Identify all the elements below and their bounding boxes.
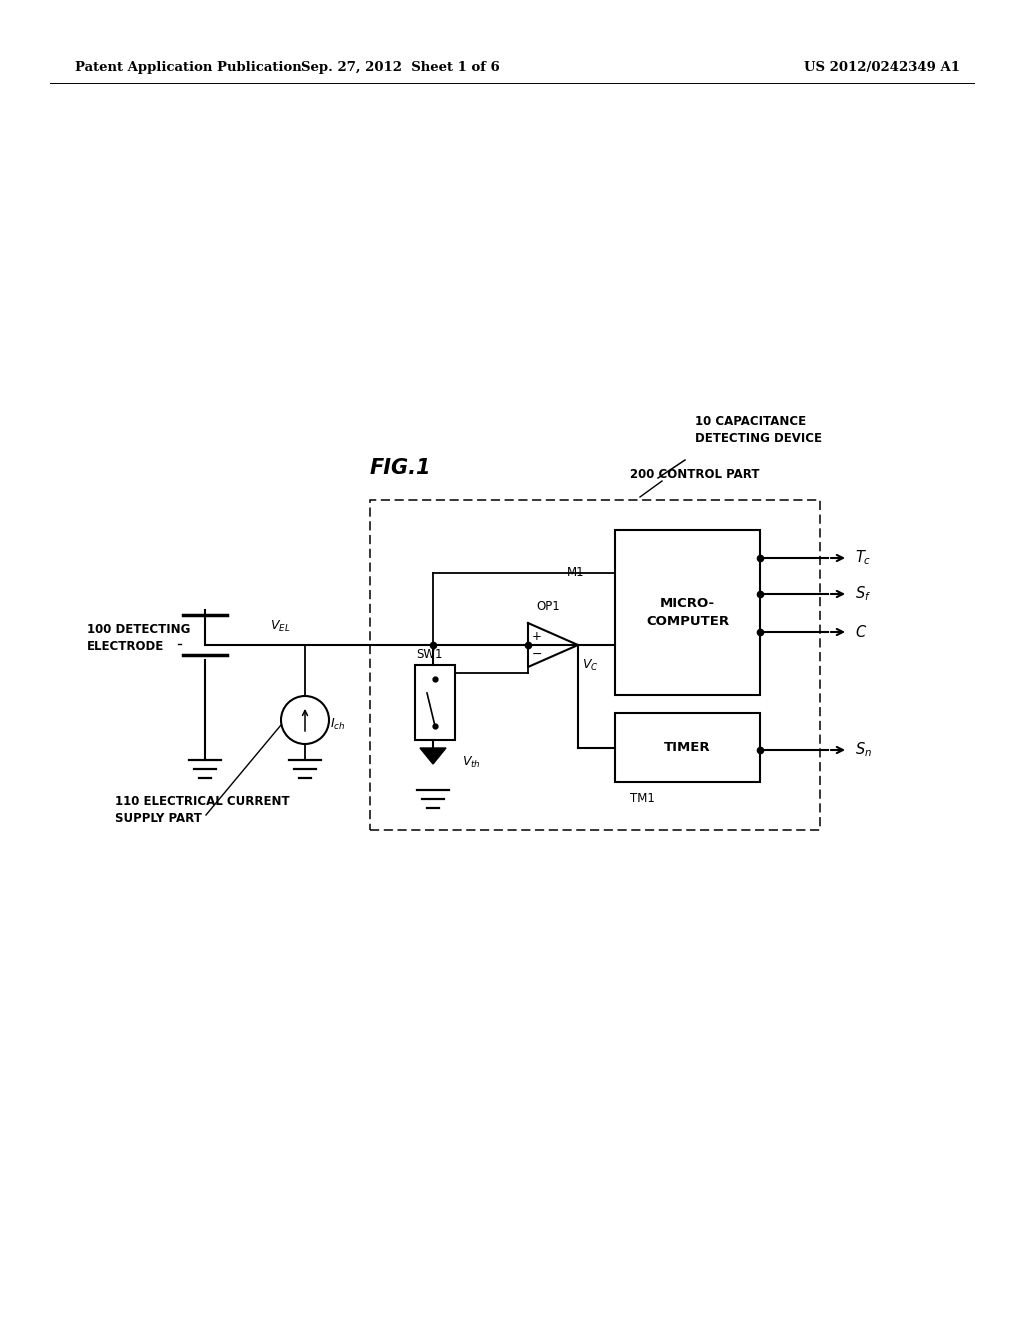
- Text: $S_f$: $S_f$: [855, 585, 871, 603]
- Text: M1: M1: [567, 566, 585, 579]
- Bar: [415, 665, 455, 741]
- Text: $V_{EL}$: $V_{EL}$: [270, 619, 291, 634]
- Text: $I_{ch}$: $I_{ch}$: [330, 717, 345, 731]
- Text: Patent Application Publication: Patent Application Publication: [75, 62, 302, 74]
- Text: +: +: [532, 630, 542, 643]
- Text: FIG.1: FIG.1: [370, 458, 431, 478]
- Text: US 2012/0242349 A1: US 2012/0242349 A1: [804, 62, 961, 74]
- Text: TIMER: TIMER: [665, 741, 711, 754]
- Text: 110 ELECTRICAL CURRENT
SUPPLY PART: 110 ELECTRICAL CURRENT SUPPLY PART: [115, 795, 290, 825]
- Text: Sep. 27, 2012  Sheet 1 of 6: Sep. 27, 2012 Sheet 1 of 6: [301, 62, 500, 74]
- Text: $V_{th}$: $V_{th}$: [462, 755, 481, 770]
- Text: TM1: TM1: [630, 792, 655, 805]
- Text: 200 CONTROL PART: 200 CONTROL PART: [630, 467, 760, 480]
- Polygon shape: [420, 748, 446, 764]
- Text: $V_C$: $V_C$: [582, 657, 599, 673]
- Text: 100 DETECTING
ELECTRODE: 100 DETECTING ELECTRODE: [87, 623, 190, 653]
- Text: −: −: [531, 648, 543, 660]
- Text: SW1: SW1: [416, 648, 442, 661]
- Text: OP1: OP1: [536, 601, 560, 612]
- Text: MICRO-
COMPUTER: MICRO- COMPUTER: [646, 597, 729, 628]
- Bar: [615, 713, 760, 781]
- Text: $T_c$: $T_c$: [855, 549, 871, 568]
- Bar: [370, 500, 820, 830]
- Text: $C$: $C$: [855, 624, 867, 640]
- Text: $S_n$: $S_n$: [855, 741, 872, 759]
- Bar: [615, 531, 760, 696]
- Text: 10 CAPACITANCE
DETECTING DEVICE: 10 CAPACITANCE DETECTING DEVICE: [695, 414, 822, 445]
